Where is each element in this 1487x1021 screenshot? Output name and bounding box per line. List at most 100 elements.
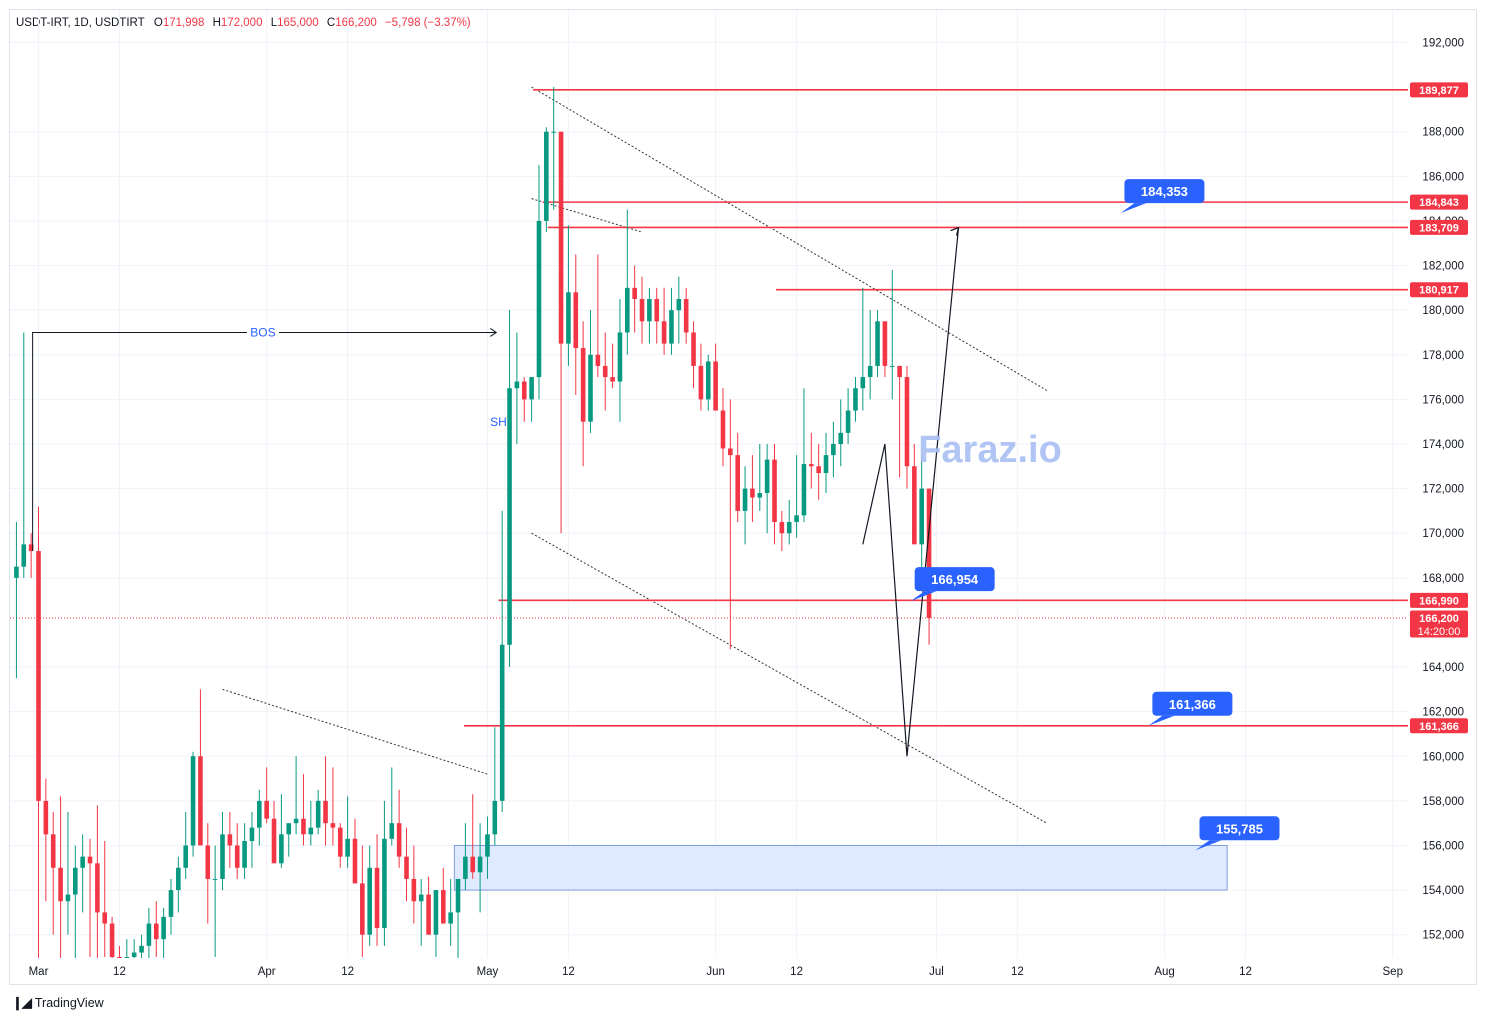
candle-body	[455, 878, 461, 913]
candle-body	[625, 287, 630, 333]
candle-body	[573, 292, 579, 349]
y-tick-label: 164,000	[1422, 662, 1464, 674]
candle	[190, 751, 196, 857]
symbol-title[interactable]: USDT-IRT, 1D, USDTIRT	[16, 17, 145, 29]
y-tick-label: 182,000	[1422, 261, 1464, 273]
countdown-label: 14:20:00	[1418, 626, 1461, 638]
candle	[529, 377, 534, 422]
candle	[882, 321, 888, 378]
bos-label: BOS	[250, 325, 275, 339]
candle-body	[764, 459, 770, 494]
candle-body	[301, 818, 306, 835]
candle-body	[853, 388, 858, 411]
level-price-label: 166,990	[1419, 595, 1459, 607]
candle-body	[838, 432, 844, 444]
candle-body	[580, 348, 586, 422]
candle-body	[367, 867, 372, 935]
candle-body	[345, 838, 350, 857]
y-tick-label: 168,000	[1422, 573, 1464, 585]
candle-body	[404, 856, 409, 879]
candle	[544, 127, 549, 233]
x-tick-label: 12	[113, 966, 126, 978]
candle	[234, 823, 240, 879]
sh-label: SH	[490, 415, 507, 429]
candle	[198, 689, 203, 846]
trendline-layer	[222, 86, 1048, 824]
level-price-label: 184,843	[1419, 197, 1459, 209]
candle-body	[492, 800, 498, 835]
candle	[566, 225, 571, 366]
level-price-label: 161,366	[1419, 721, 1459, 733]
candle-body	[728, 448, 733, 456]
price-callout-pointer	[1148, 715, 1175, 726]
level-price-tag	[1410, 194, 1468, 210]
candle	[271, 800, 277, 864]
candle-body	[691, 332, 696, 366]
candle	[227, 812, 233, 868]
candle	[264, 767, 269, 824]
candle	[139, 934, 144, 958]
candle-body	[720, 410, 726, 449]
candle	[551, 87, 556, 210]
candle-body	[669, 310, 674, 344]
level-price-tag	[1410, 219, 1468, 235]
candle	[595, 254, 601, 378]
demand-zone-layer	[453, 844, 1228, 891]
candle-body	[536, 220, 542, 378]
candle	[396, 789, 402, 868]
candle-body	[750, 488, 755, 498]
current-price-tag	[1410, 610, 1468, 638]
y-tick-label: 180,000	[1422, 305, 1464, 317]
candle-body	[742, 488, 748, 511]
candle	[742, 466, 748, 545]
price-callout-pointer	[1120, 203, 1147, 214]
candle-body	[595, 354, 601, 366]
candle	[131, 939, 137, 958]
drawing-layer: BOS SH 184,353 166,954 161,366 155,785	[32, 179, 1280, 851]
x-tick-label: 12	[562, 966, 575, 978]
price-callout: 184,353	[1120, 179, 1205, 214]
candle-body	[809, 464, 814, 467]
y-tick-label: 192,000	[1422, 38, 1464, 50]
candle-body	[374, 867, 380, 929]
candle-body	[249, 827, 255, 842]
candle	[750, 455, 755, 523]
candle-body	[396, 823, 402, 857]
candle-body	[308, 827, 314, 835]
price-callout-label: 184,353	[1141, 184, 1188, 199]
candle	[146, 907, 152, 958]
candle-body	[220, 834, 225, 879]
symbol-header: USDT-IRT, 1D, USDTIRT O171,998 H172,000 …	[16, 17, 476, 29]
candle-body	[205, 845, 211, 879]
tradingview-logo[interactable]: ❙◢ TradingView	[12, 995, 104, 1011]
candle-body	[65, 894, 71, 902]
candle	[499, 510, 505, 813]
candle	[845, 388, 851, 444]
candle	[28, 533, 34, 578]
candle-body	[897, 365, 902, 378]
candle-body	[529, 377, 534, 400]
candle-body	[36, 551, 41, 801]
candle	[367, 845, 372, 946]
trendline	[222, 688, 488, 775]
candle	[809, 432, 814, 489]
candle	[36, 506, 41, 958]
candle	[389, 767, 395, 846]
candle	[912, 443, 917, 545]
candle-body	[698, 365, 704, 400]
candle	[573, 254, 579, 395]
y-tick-label: 158,000	[1422, 796, 1464, 808]
candle	[257, 789, 262, 846]
x-tick-label: Apr	[258, 966, 276, 978]
candle	[477, 823, 483, 913]
candle-body	[889, 365, 895, 367]
candle-body	[919, 488, 924, 545]
candle-body	[323, 800, 328, 824]
candle-body	[433, 890, 439, 935]
bos-arrowhead	[490, 328, 498, 337]
candle-body	[610, 377, 615, 382]
candle	[301, 774, 306, 846]
candle	[492, 727, 498, 846]
candle	[382, 800, 387, 946]
